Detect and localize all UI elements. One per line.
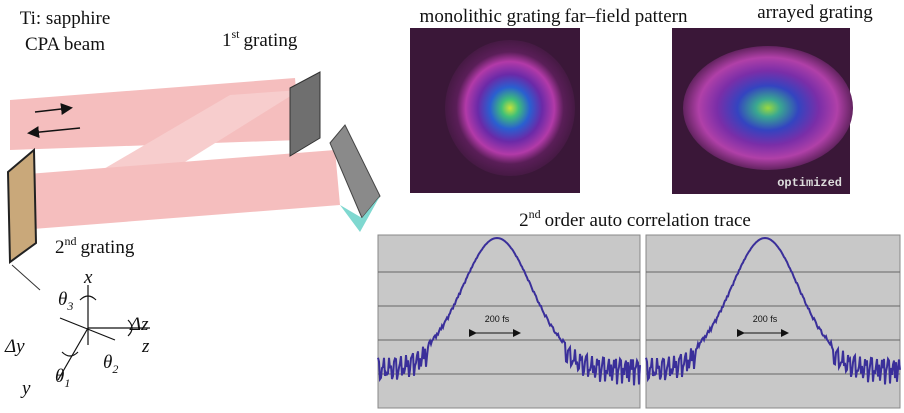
sub: 2 [112,362,118,376]
fwhm-label: 200 fs [753,314,778,324]
num: 1 [222,30,232,51]
angle-label: θ2 [103,352,118,376]
sym: θ [58,289,67,310]
num: 2 [519,210,529,231]
source-label: Ti: sapphire [20,8,111,29]
sym: θ [103,352,112,373]
grating-2-label: 2nd grating [55,234,135,258]
stamp: optimized [777,176,842,190]
traces: 200 fs 200 fs [378,235,900,408]
sym: θ [55,366,64,387]
source-label: CPA beam [25,34,105,55]
angle-label: θ3 [58,289,73,313]
sup: st [232,27,241,41]
sub: 3 [66,299,73,313]
leader [12,265,40,290]
word: grating [81,237,135,258]
sup: nd [529,207,541,221]
panel-title: arrayed grating [757,2,873,23]
figure: Ti: sapphire CPA beam 1stgrating 2ndgrat… [0,0,904,413]
axis-label: y [20,378,31,399]
beam-spot [683,46,853,170]
axis-label: Δy [4,336,25,357]
axis-label: x [83,267,93,288]
axis-label: Δz [129,314,149,335]
num: 2 [55,237,65,258]
panel-title: far–field pattern [565,6,688,27]
word: grating [244,30,298,51]
beam-spot [445,40,575,176]
grating-2 [8,150,36,262]
word: order auto correlation trace [545,210,751,231]
axis-label: z [141,336,150,357]
sup: nd [65,234,77,248]
angle-label: θ1 [55,366,70,390]
panel-title: monolithic grating [420,6,561,27]
sub: 1 [64,376,70,390]
trace-title: 2nd order auto correlation trace [519,207,751,231]
fwhm-label: 200 fs [485,314,510,324]
